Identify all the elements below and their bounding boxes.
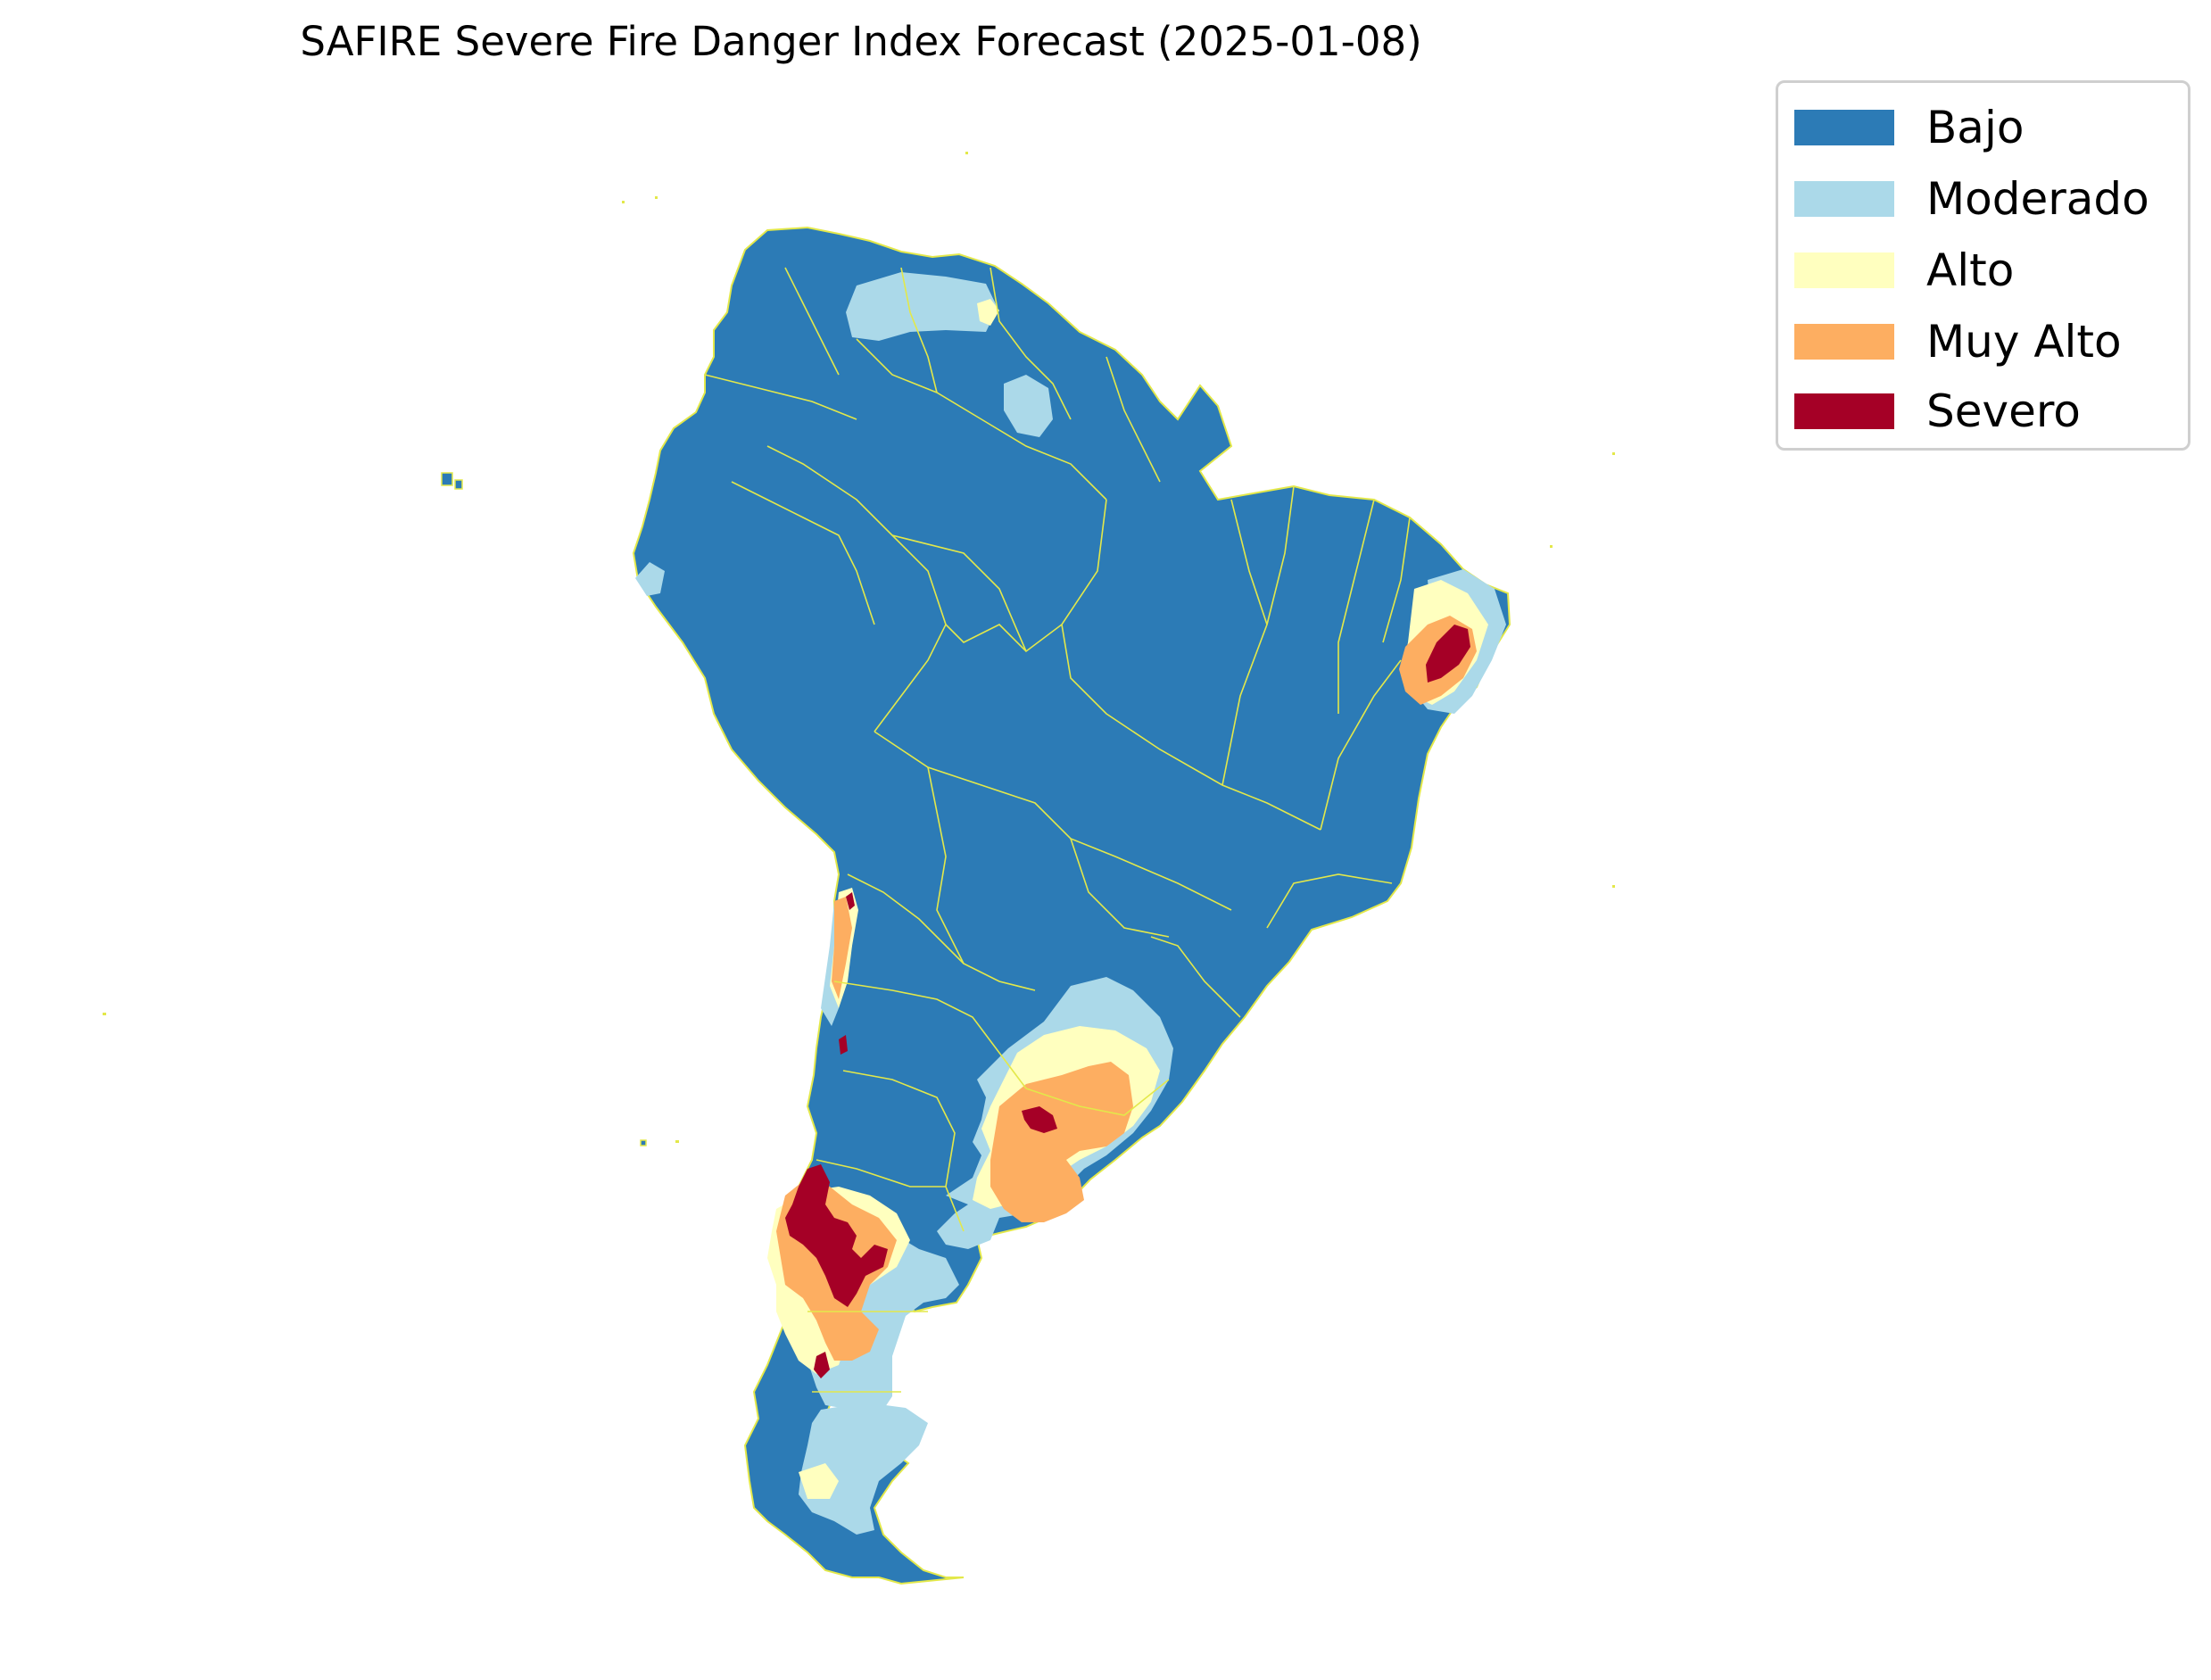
legend-label: Severo xyxy=(1926,385,2081,437)
legend-label: Muy Alto xyxy=(1926,316,2122,368)
legend-item-alto: Alto xyxy=(1794,244,2014,296)
legend-item-severo: Severo xyxy=(1794,385,2081,437)
legend-label: Moderado xyxy=(1926,173,2149,225)
legend-swatch-moderado xyxy=(1794,181,1894,217)
legend-item-moderado: Moderado xyxy=(1794,173,2149,225)
south-america-fire-danger-map xyxy=(103,152,1615,1585)
legend: Bajo Moderado Alto Muy Alto Severo xyxy=(1776,80,2190,451)
legend-label: Bajo xyxy=(1926,102,2025,153)
legend-item-bajo: Bajo xyxy=(1794,102,2025,153)
map-title: SAFIRE Severe Fire Danger Index Forecast… xyxy=(300,18,1422,65)
legend-swatch-alto xyxy=(1794,252,1894,288)
legend-swatch-bajo xyxy=(1794,110,1894,145)
legend-item-muy-alto: Muy Alto xyxy=(1794,316,2122,368)
islands xyxy=(441,472,647,1146)
region-bajo xyxy=(632,226,1511,1585)
legend-label: Alto xyxy=(1926,244,2015,296)
admin-boundaries xyxy=(704,267,1411,1393)
legend-swatch-severo xyxy=(1794,393,1894,429)
severo-zones xyxy=(785,625,1470,1378)
island-specks xyxy=(103,152,1615,1143)
legend-swatch-muy-alto xyxy=(1794,324,1894,360)
